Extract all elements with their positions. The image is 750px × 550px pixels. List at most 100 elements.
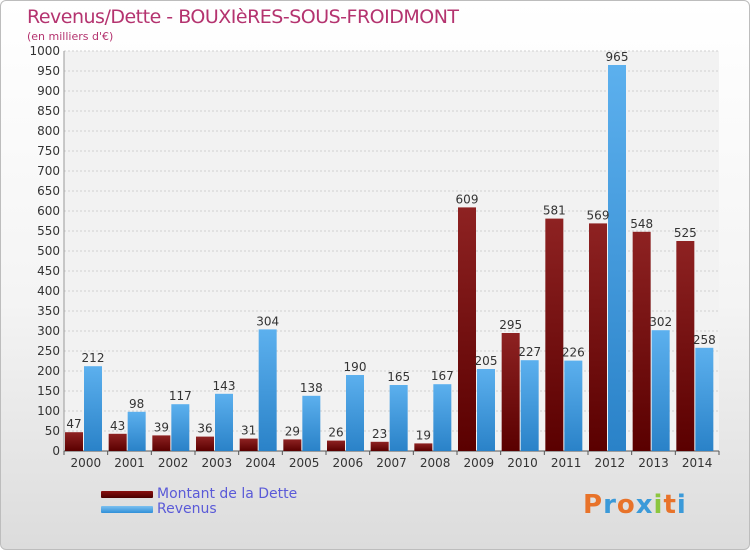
legend-label-revenue: Revenus [157,501,217,517]
data-label-revenue: 117 [169,389,192,403]
y-tick-label: 600 [37,204,60,218]
legend-swatch-debt [101,491,153,498]
logo-letter: i [676,490,687,520]
data-label-debt: 47 [66,417,81,431]
x-tick-label: 2013 [638,456,669,470]
legend-item-revenue: Revenus [101,502,297,517]
bar-debt [239,438,258,451]
data-label-revenue: 227 [518,345,541,359]
bar-revenue [171,404,190,451]
data-label-revenue: 143 [213,379,236,393]
bar-revenue [84,366,102,451]
x-tick-label: 2012 [595,456,626,470]
x-tick-label: 2002 [158,456,189,470]
data-label-revenue: 138 [300,381,323,395]
data-label-debt: 19 [416,428,431,442]
bar-revenue [389,385,408,451]
data-label-debt: 295 [499,318,522,332]
bar-debt [545,218,564,451]
bar-debt [283,439,302,451]
x-tick-label: 2010 [507,456,538,470]
bar-debt [589,223,607,451]
y-tick-label: 700 [37,164,60,178]
y-tick-label: 300 [37,324,60,338]
bar-debt [65,432,83,451]
bar-revenue [433,384,452,451]
legend-swatch-revenue [101,506,153,513]
data-label-revenue: 190 [344,360,367,374]
x-tick-label: 2001 [114,456,145,470]
logo-letter: t [663,490,677,520]
y-tick-label: 50 [45,424,60,438]
data-label-debt: 36 [197,422,212,436]
y-tick-label: 350 [37,304,60,318]
y-tick-label: 950 [37,64,60,78]
data-label-debt: 29 [285,424,300,438]
y-tick-label: 900 [37,84,60,98]
data-label-revenue: 965 [606,50,629,64]
x-tick-label: 2009 [464,456,495,470]
y-tick-label: 0 [52,444,60,458]
x-tick-label: 2003 [202,456,233,470]
data-label-debt: 43 [110,419,125,433]
y-tick-label: 200 [37,364,60,378]
bar-revenue [346,375,364,451]
bar-revenue [651,330,670,451]
y-tick-label: 450 [37,264,60,278]
y-tick-label: 1000 [29,44,60,58]
data-label-revenue: 165 [387,370,410,384]
data-label-debt: 609 [456,192,479,206]
data-label-revenue: 98 [129,397,144,411]
data-label-revenue: 304 [256,314,279,328]
bar-debt [414,443,433,451]
y-tick-label: 250 [37,344,60,358]
x-tick-label: 2000 [71,456,102,470]
bar-debt [458,207,476,451]
bar-debt [501,333,520,451]
y-tick-label: 800 [37,124,60,138]
data-label-revenue: 302 [649,315,672,329]
bar-revenue [215,393,233,451]
y-tick-label: 100 [37,404,60,418]
x-tick-label: 2007 [376,456,407,470]
logo-letter: i [653,490,664,520]
bar-revenue [520,360,539,451]
x-tick-label: 2008 [420,456,451,470]
bar-debt [196,436,214,451]
data-label-debt: 548 [630,217,653,231]
data-label-debt: 39 [154,420,169,434]
legend-item-debt: Montant de la Dette [101,487,297,502]
x-tick-label: 2005 [289,456,320,470]
y-tick-label: 400 [37,284,60,298]
chart-legend: Montant de la Dette Revenus [101,487,297,517]
logo-letter: o [616,490,636,520]
data-label-debt: 23 [372,427,387,441]
data-label-revenue: 212 [82,351,105,365]
bar-revenue [564,360,583,451]
data-label-revenue: 167 [431,369,454,383]
bar-debt [327,440,345,451]
proxiti-logo: Proxiti [583,490,687,520]
y-tick-label: 850 [37,104,60,118]
y-tick-label: 150 [37,384,60,398]
logo-letter: r [603,490,617,520]
chart-subtitle: (en milliers d'€) [27,30,114,43]
data-label-revenue: 226 [562,346,585,360]
bar-revenue [127,411,146,451]
data-label-debt: 581 [543,204,566,218]
y-tick-label: 650 [37,184,60,198]
data-label-debt: 31 [241,424,256,438]
bar-debt [632,231,651,451]
x-tick-label: 2006 [333,456,364,470]
x-tick-label: 2004 [245,456,276,470]
bar-debt [676,241,695,451]
chart-title: Revenus/Dette - BOUXIèRES-SOUS-FROIDMONT [27,6,459,28]
logo-letter: P [583,490,604,520]
data-label-revenue: 258 [693,333,716,347]
bar-revenue [302,395,321,451]
bar-debt [108,433,127,451]
bar-revenue [608,65,626,451]
bar-revenue [695,347,714,451]
